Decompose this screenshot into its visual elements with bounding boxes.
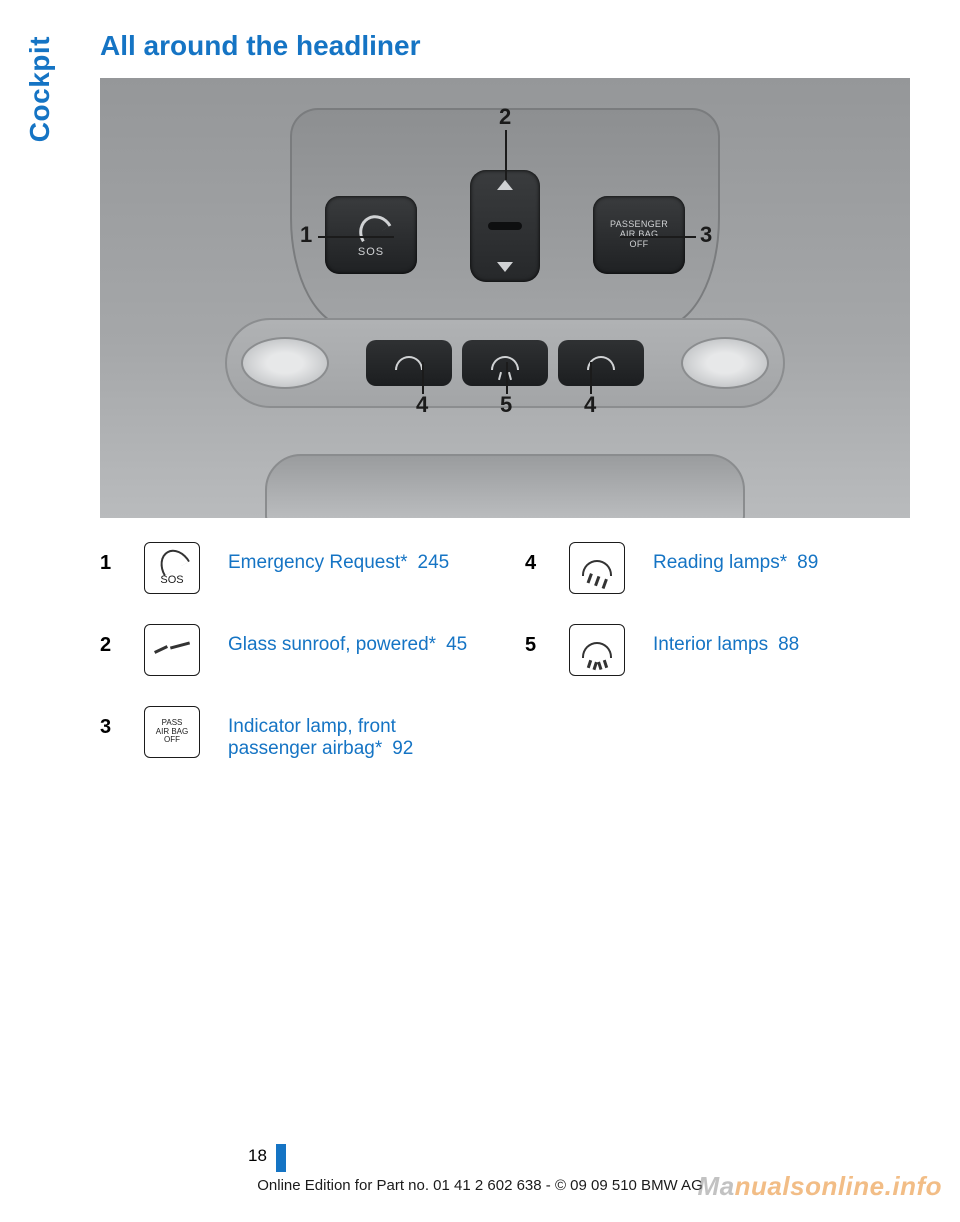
legend-link[interactable]: Interior lamps 88 <box>653 624 910 656</box>
legend-label[interactable]: Indicator lamp, front passenger airbag* <box>228 716 396 759</box>
reading-lamp-icon <box>582 560 612 576</box>
callout-line <box>620 236 696 238</box>
callout-line <box>506 362 508 394</box>
callout-line <box>422 362 424 394</box>
interior-lamp-icon <box>569 624 625 676</box>
page-number-accent <box>276 1144 286 1172</box>
map-light-left <box>241 337 329 389</box>
pass-airbag-off-icon: PASS AIR BAG OFF <box>144 706 200 758</box>
callout-3: 3 <box>700 222 712 248</box>
passenger-airbag-off-indicator: PASSENGER AIR BAG OFF <box>593 196 685 274</box>
reading-lamp-icon <box>395 356 423 370</box>
legend-num: 1 <box>100 542 126 575</box>
section-heading: All around the headliner <box>100 30 900 62</box>
legend-item-1: 1 SOS Emergency Request* 245 <box>100 542 485 594</box>
legend-link[interactable]: Glass sunroof, powered* 45 <box>228 624 485 656</box>
pass-airbag-off-sublabel: PASS AIR BAG OFF <box>156 719 188 745</box>
legend-label[interactable]: Emergency Request* <box>228 552 408 573</box>
sos-label: SOS <box>358 246 384 258</box>
passenger-airbag-off-label: PASSENGER AIR BAG OFF <box>610 220 668 250</box>
legend-label[interactable]: Glass sunroof, powered* <box>228 634 436 655</box>
interior-lamp-icon <box>491 356 519 370</box>
legend-num: 4 <box>525 542 551 575</box>
legend-page[interactable]: 245 <box>418 552 450 573</box>
legend-item-4: 4 Reading lamps* 89 <box>525 542 910 594</box>
callout-1: 1 <box>300 222 312 248</box>
watermark: Manualsonline.info <box>698 1171 942 1202</box>
legend-link[interactable]: Emergency Request* 245 <box>228 542 485 574</box>
light-switch-group <box>366 340 644 386</box>
page-number: 18 <box>248 1146 267 1166</box>
legend-item-3: 3 PASS AIR BAG OFF Indicator lamp, front… <box>100 706 485 760</box>
legend-link[interactable]: Reading lamps* 89 <box>653 542 910 574</box>
legend: 1 SOS Emergency Request*245 4 Reading la… <box>100 542 910 760</box>
phone-icon <box>154 544 190 576</box>
watermark-tail: nualsonline.info <box>735 1171 942 1201</box>
sos-button: SOS <box>325 196 417 274</box>
reading-lamp-left-button <box>366 340 452 386</box>
legend-label[interactable]: Interior lamps <box>653 634 768 655</box>
legend-page[interactable]: 92 <box>392 738 413 759</box>
legend-item-2: 2 Glass sunroof, powered* 45 <box>100 624 485 676</box>
sos-phone-icon: SOS <box>144 542 200 594</box>
sunroof-switch <box>470 170 540 282</box>
legend-page[interactable]: 88 <box>778 634 799 655</box>
headliner-diagram: SOS PASSENGER AIR BAG OFF <box>100 78 910 518</box>
sunroof-icon <box>154 640 190 660</box>
sunroof-slit-icon <box>488 222 522 230</box>
callout-line <box>590 362 592 394</box>
legend-item-5: 5 Interior lamps 88 <box>525 624 910 676</box>
console-row-top: SOS PASSENGER AIR BAG OFF <box>325 188 685 282</box>
legend-num: 5 <box>525 624 551 657</box>
legend-link[interactable]: Indicator lamp, front passenger airbag*9… <box>228 706 485 760</box>
sunroof-icon <box>144 624 200 676</box>
page: Cockpit All around the headliner SOS P <box>0 0 960 1222</box>
legend-page[interactable]: 45 <box>446 634 467 655</box>
callout-line <box>318 236 394 238</box>
interior-lamp-button <box>462 340 548 386</box>
callout-4b: 4 <box>584 392 596 418</box>
interior-lamp-icon <box>582 642 612 658</box>
callout-5: 5 <box>500 392 512 418</box>
legend-page[interactable]: 89 <box>797 552 818 573</box>
reading-lamp-right-button <box>558 340 644 386</box>
arrow-up-icon <box>497 180 513 190</box>
legend-label[interactable]: Reading lamps* <box>653 552 787 573</box>
legend-num: 3 <box>100 706 126 739</box>
map-light-right <box>681 337 769 389</box>
callout-line <box>505 130 507 180</box>
watermark-lead: Ma <box>698 1171 735 1201</box>
arrow-down-icon <box>497 262 513 272</box>
mirror-stub <box>265 454 745 518</box>
legend-num: 2 <box>100 624 126 657</box>
reading-lamp-icon <box>569 542 625 594</box>
chapter-tab: Cockpit <box>24 36 56 142</box>
callout-4a: 4 <box>416 392 428 418</box>
callout-2: 2 <box>499 104 511 130</box>
